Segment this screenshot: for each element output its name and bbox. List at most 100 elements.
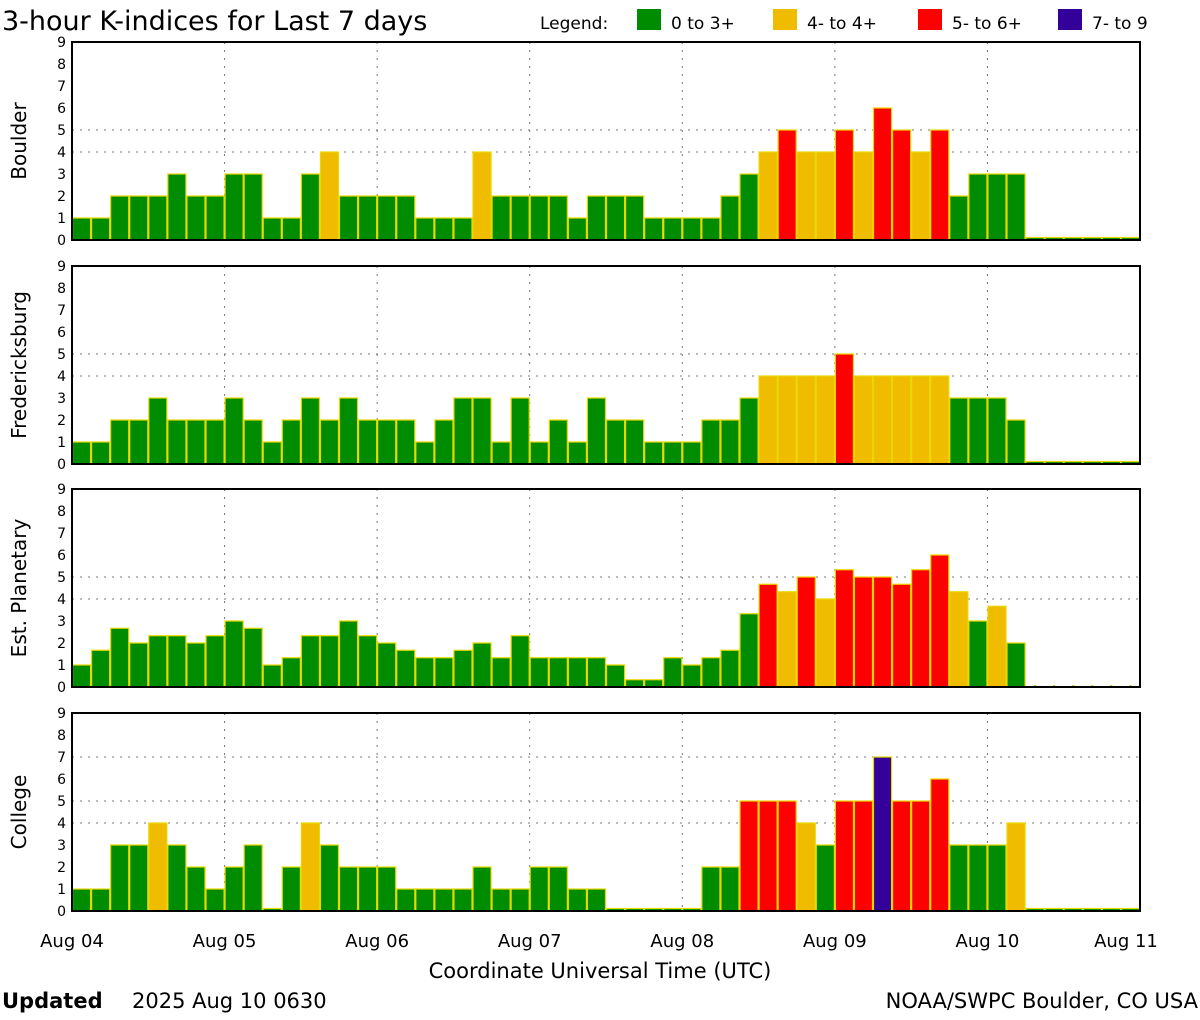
k-bar	[281, 419, 301, 465]
x-tick-label: Aug 10	[956, 931, 1020, 952]
k-bar	[415, 217, 435, 241]
k-bar	[586, 888, 607, 912]
k-bar	[853, 375, 874, 465]
panel-boulder: 0 1 2 3 4 5 6 7 8 9 Boulder	[7, 35, 1141, 249]
credit: NOAA/SWPC Boulder, CO USA	[886, 989, 1199, 1013]
k-bar	[758, 583, 778, 688]
k-bar	[396, 419, 416, 465]
x-axis-ticks: Aug 04 Aug 05 Aug 06 Aug 07 Aug 08 Aug 09 Aug …	[40, 931, 1158, 952]
legend-swatch	[637, 9, 661, 30]
y-tick-label: 0	[57, 904, 66, 920]
k-bar	[510, 397, 530, 465]
k-bar	[720, 195, 740, 241]
x-tick-label: Aug 04	[40, 931, 104, 952]
legend-title: Legend:	[540, 14, 608, 34]
k-bar	[739, 613, 759, 688]
k-bar	[586, 195, 607, 241]
k-bar	[796, 151, 816, 241]
y-tick-label: 3	[57, 614, 66, 630]
k-bar	[186, 195, 206, 241]
panel-fredericksburg: 0 1 2 3 4 5 6 7 8 9 Fredericksburg	[7, 259, 1141, 473]
k-bar	[911, 800, 931, 912]
k-bar	[338, 397, 359, 465]
k-bar	[205, 195, 225, 241]
panel-label: Fredericksburg	[7, 291, 31, 439]
k-bar	[758, 375, 778, 465]
k-bar	[472, 866, 492, 912]
updated-value: 2025 Aug 10 0630	[132, 989, 327, 1013]
k-bar	[586, 397, 607, 465]
k-bar	[624, 419, 645, 465]
k-bar	[682, 217, 702, 241]
k-bar	[987, 173, 1007, 241]
k-bar	[682, 441, 702, 465]
k-bar	[90, 217, 111, 241]
k-bar	[472, 397, 492, 465]
k-bar	[110, 419, 130, 465]
k-bar	[415, 657, 435, 688]
k-bar	[224, 397, 244, 465]
k-bar	[186, 419, 206, 465]
k-bar	[243, 173, 263, 241]
k-bar	[930, 375, 950, 465]
k-bar	[567, 657, 588, 688]
k-bar	[319, 635, 340, 688]
k-bar	[891, 375, 912, 465]
k-bar	[262, 217, 282, 241]
y-tick-label: 9	[57, 482, 66, 498]
y-tick-label: 1	[57, 211, 66, 227]
k-bar	[377, 195, 397, 241]
k-bar	[510, 635, 530, 688]
k-bar	[300, 173, 321, 241]
k-bar	[834, 569, 855, 688]
panel-frame	[71, 41, 1141, 241]
k-bar	[186, 866, 206, 912]
k-bar	[701, 419, 721, 465]
k-bar	[644, 441, 664, 465]
k-bar	[281, 866, 301, 912]
k-bar	[949, 397, 969, 465]
k-bar	[968, 397, 988, 465]
k-bar	[949, 591, 969, 688]
k-bar	[1006, 822, 1026, 912]
k-bar	[567, 217, 588, 241]
k-bar	[129, 642, 149, 688]
k-bar	[110, 195, 130, 241]
y-tick-label: 0	[57, 457, 66, 473]
k-bar	[815, 598, 835, 688]
x-tick-label: Aug 08	[650, 931, 714, 952]
k-bar	[357, 866, 378, 912]
k-bar	[739, 800, 759, 912]
k-bar	[319, 151, 340, 241]
k-bar	[357, 195, 378, 241]
k-bar	[129, 195, 149, 241]
k-bar	[90, 441, 111, 465]
legend-label: 7- to 9	[1092, 14, 1148, 34]
k-bar	[911, 569, 931, 688]
k-bar	[148, 397, 168, 465]
y-tick-label: 9	[57, 706, 66, 722]
k-bar	[987, 844, 1007, 912]
k-bar	[262, 664, 282, 688]
k-bar	[129, 419, 149, 465]
k-bar	[415, 888, 435, 912]
y-tick-label: 3	[57, 838, 66, 854]
k-bar	[739, 173, 759, 241]
y-tick-label: 7	[57, 526, 66, 542]
k-bar	[815, 844, 835, 912]
k-bar	[586, 657, 607, 688]
k-bar	[872, 375, 893, 465]
y-tick-label: 8	[57, 281, 66, 297]
k-bar	[205, 635, 225, 688]
k-bar	[396, 649, 416, 688]
k-bar	[663, 217, 683, 241]
k-bar	[224, 620, 244, 688]
k-bar	[987, 605, 1007, 688]
k-bar	[777, 591, 797, 688]
updated-label: Updated	[2, 989, 103, 1013]
k-bar	[224, 866, 244, 912]
k-bar	[891, 583, 912, 688]
k-bar	[605, 419, 626, 465]
y-tick-label: 4	[57, 816, 66, 832]
y-tick-label: 2	[57, 860, 66, 876]
